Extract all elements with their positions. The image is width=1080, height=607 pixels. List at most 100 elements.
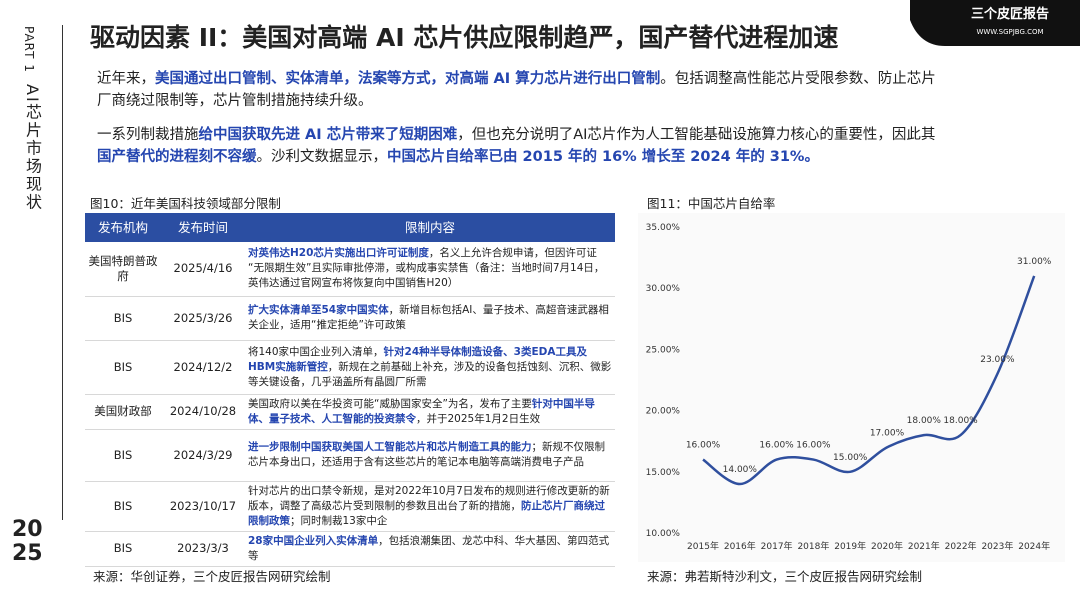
y-tick-label: 10.00% bbox=[646, 529, 681, 539]
line bbox=[702, 275, 1036, 486]
org-cell: BIS bbox=[85, 531, 161, 567]
org-cell: BIS bbox=[85, 340, 161, 395]
content-cell: 28家中国企业列入实体清单，包括浪潮集团、龙芯中科、华大基因、第四范式等 bbox=[245, 531, 615, 567]
org-cell: BIS bbox=[85, 296, 161, 341]
data-label: 15.00% bbox=[833, 453, 868, 463]
text-run: 近年来， bbox=[97, 71, 155, 87]
x-tick-label: 2015年 bbox=[687, 540, 719, 552]
logo-url: WWW.SGPJBG.COM bbox=[976, 28, 1043, 36]
content-cell: 美国政府以美在华投资可能“威胁国家安全”为名，发布了主要针对中国半导体、量子技术… bbox=[245, 394, 615, 430]
content-cell: 将140家中国企业列入清单，针对24种半导体制造设备、3类EDA工具及HBM实施… bbox=[245, 340, 615, 395]
text-run: ，新增目标包括AI、量子技术、高超音速武器相关企业，适用“推定拒绝”许可政策 bbox=[248, 304, 609, 331]
highlight: 国产替代的进程刻不容缓 bbox=[97, 149, 257, 165]
data-label: 16.00% bbox=[796, 441, 831, 451]
year-line: 25 bbox=[12, 541, 43, 566]
paragraph: 近年来，美国通过出口管制、实体清单，法案等方式，对高端 AI 算力芯片进行出口管… bbox=[97, 68, 947, 112]
text-run: ，名义上允许合规申请，但因许可证“无限期生效”且实际审批停滞，或构成事实禁售（备… bbox=[248, 247, 605, 290]
x-tick-label: 2019年 bbox=[834, 540, 866, 552]
date-cell: 2024/12/2 bbox=[161, 340, 245, 395]
text-run: ；新规不仅限制芯片本身出口，还适用于含有这些芯片的笔记本电脑等高端消费电子产品 bbox=[248, 441, 605, 468]
text-run: ，并于2025年1月2日生效 bbox=[416, 412, 541, 425]
org-cell: BIS bbox=[85, 429, 161, 482]
x-tick-label: 2017年 bbox=[761, 540, 793, 552]
text-run: ，新规在之前基础上补充，涉及的设备包括蚀刻、沉积、微影等关键设备，几乎涵盖所有晶… bbox=[248, 360, 612, 388]
highlight: 28家中国企业列入实体清单 bbox=[248, 534, 379, 547]
part-label: PART 1 bbox=[22, 26, 36, 73]
highlight: 中国芯片自给率已由 2015 年的 16% 增长至 2024 年的 31%。 bbox=[387, 149, 819, 165]
text-run: 美国政府以美在华投资可能“威胁国家安全”为名，发布了主要 bbox=[248, 397, 532, 410]
section-label: AI芯片市场现状 bbox=[23, 84, 42, 212]
text-run: 。包括调整高性能芯片受限参数、防止芯片厂商绕过限制等，芯片管制措施持续升级。 bbox=[97, 71, 936, 109]
date-cell: 2023/3/3 bbox=[161, 531, 245, 567]
text-run: ，包括浪潮集团、龙芯中科、华大基因、第四范式等 bbox=[248, 534, 610, 562]
header-cell: 发布机构 bbox=[85, 213, 161, 242]
highlight: 防止芯片厂商绕过限制政策 bbox=[248, 499, 605, 527]
x-tick-label: 2016年 bbox=[724, 540, 756, 552]
highlight: 给中国获取先进 AI 芯片带来了短期困难 bbox=[198, 127, 458, 143]
data-label: 14.00% bbox=[723, 465, 758, 475]
year-line: 20 bbox=[12, 517, 43, 542]
text-run: 针对芯片的出口禁令新规，是对2022年10月7日发布的规则进行修改更新的新版本，… bbox=[248, 484, 610, 512]
table-source: 来源：华创证券，三个皮匠报告网研究绘制 bbox=[93, 569, 331, 584]
org-cell: BIS bbox=[85, 481, 161, 532]
data-label: 23.00% bbox=[980, 355, 1015, 365]
table-row: 美国财政部 2024/10/28 美国政府以美在华投资可能“威胁国家安全”为名，发布… bbox=[85, 394, 615, 430]
content-cell: 针对芯片的出口禁令新规，是对2022年10月7日发布的规则进行修改更新的新版本，… bbox=[245, 481, 615, 532]
table-caption: 图10：近年美国科技领域部分限制 bbox=[90, 196, 281, 211]
x-tick-label: 2021年 bbox=[908, 540, 940, 552]
text-run: ，但也充分说明了AI芯片作为人工智能基础设施算力核心的重要性，因此其 bbox=[457, 127, 936, 143]
date-cell: 2024/10/28 bbox=[161, 394, 245, 430]
x-tick-label: 2022年 bbox=[945, 540, 977, 552]
year: 20 25 bbox=[12, 518, 43, 566]
date-cell: 2024/3/29 bbox=[161, 429, 245, 482]
text-run: 。沙利文数据显示， bbox=[256, 149, 388, 165]
logo: 三个皮匠报告 WWW.SGPJBG.COM bbox=[910, 0, 1080, 46]
chart-title: 图11：中国芯片自给率 bbox=[647, 196, 776, 211]
highlight: 对英伟达H20芯片实施出口许可证制度 bbox=[248, 247, 429, 260]
x-tick-label: 2020年 bbox=[871, 540, 903, 552]
header-cell: 限制内容 bbox=[245, 213, 615, 242]
header-cell: 发布时间 bbox=[161, 213, 245, 242]
x-tick-label: 2023年 bbox=[981, 540, 1013, 552]
y-tick-label: 25.00% bbox=[646, 345, 681, 355]
intro: 近年来，美国通过出口管制、实体清单，法案等方式，对高端 AI 算力芯片进行出口管… bbox=[97, 68, 947, 180]
y-tick-label: 20.00% bbox=[646, 407, 681, 417]
text-run: 一系列制裁措施 bbox=[97, 127, 199, 143]
table: 发布机构 发布时间 限制内容 美国特朗普政府 2025/4/16 对英伟达H20芯片实施… bbox=[85, 213, 615, 567]
text-run: ；同时制裁13家中企 bbox=[290, 514, 388, 527]
date-cell: 2025/3/26 bbox=[161, 296, 245, 341]
data-label: 17.00% bbox=[870, 428, 905, 438]
content-cell: 对英伟达H20芯片实施出口许可证制度，名义上允许合规申请，但因许可证“无限期生效… bbox=[245, 242, 615, 297]
chart: 10.00% 15.00% 20.00% 25.00% 30.00% 35.00% 2015… bbox=[638, 213, 1065, 562]
x-tick-label: 2018年 bbox=[797, 540, 829, 552]
table-row: BIS 2023/10/17 针对芯片的出口禁令新规，是对2022年10月7日发布的… bbox=[85, 481, 615, 532]
highlight: 扩大实体清单至54家中国实体 bbox=[248, 304, 389, 316]
y-tick-label: 15.00% bbox=[646, 468, 681, 478]
table-row: BIS 2025/3/26 扩大实体清单至54家中国实体，新增目标包括AI、量子技术… bbox=[85, 296, 615, 341]
chart-source: 来源：弗若斯特沙利文，三个皮匠报告网研究绘制 bbox=[647, 569, 923, 584]
title: 驱动因素 II：美国对高端 AI 芯片供应限制趋严，国产替代进程加速 bbox=[90, 23, 839, 52]
x-tick-label: 2024年 bbox=[1018, 540, 1050, 552]
table-row: BIS 2024/12/2 将140家中国企业列入清单，针对24种半导体制造设备、3… bbox=[85, 340, 615, 395]
highlight: 针对24种半导体制造设备、3类EDA工具及HBM实施新管控 bbox=[248, 345, 587, 373]
logo-name: 三个皮匠报告 bbox=[971, 6, 1049, 22]
data-label: 16.00% bbox=[686, 441, 721, 451]
data-label: 16.00% bbox=[759, 441, 794, 451]
table-row: BIS 2024/3/29 进一步限制中国获取美国人工智能芯片和芯片制造工具的能力；… bbox=[85, 429, 615, 482]
table-row: 美国特朗普政府 2025/4/16 对英伟达H20芯片实施出口许可证制度，名义上允许… bbox=[85, 242, 615, 297]
content-cell: 进一步限制中国获取美国人工智能芯片和芯片制造工具的能力；新规不仅限制芯片本身出口… bbox=[245, 429, 615, 482]
data-label: 18.00% bbox=[943, 416, 978, 426]
org-cell: 美国特朗普政府 bbox=[85, 242, 161, 297]
highlight: 进一步限制中国获取美国人工智能芯片和芯片制造工具的能力 bbox=[248, 441, 532, 453]
date-cell: 2023/10/17 bbox=[161, 481, 245, 532]
content-cell: 扩大实体清单至54家中国实体，新增目标包括AI、量子技术、高超音速武器相关企业，… bbox=[245, 296, 615, 341]
date-cell: 2025/4/16 bbox=[161, 242, 245, 297]
data-label: 31.00% bbox=[1017, 257, 1052, 267]
y-tick-label: 30.00% bbox=[646, 284, 681, 294]
divider bbox=[62, 25, 63, 520]
paragraph: 一系列制裁措施给中国获取先进 AI 芯片带来了短期困难，但也充分说明了AI芯片作… bbox=[97, 124, 947, 168]
highlight: 针对中国半导体、量子技术、人工智能的投资禁令 bbox=[248, 397, 595, 425]
data-label: 18.00% bbox=[907, 416, 942, 426]
org-cell: 美国财政部 bbox=[85, 394, 161, 430]
